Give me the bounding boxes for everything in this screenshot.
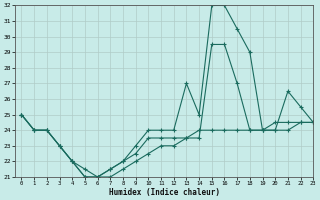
X-axis label: Humidex (Indice chaleur): Humidex (Indice chaleur) (109, 188, 220, 197)
